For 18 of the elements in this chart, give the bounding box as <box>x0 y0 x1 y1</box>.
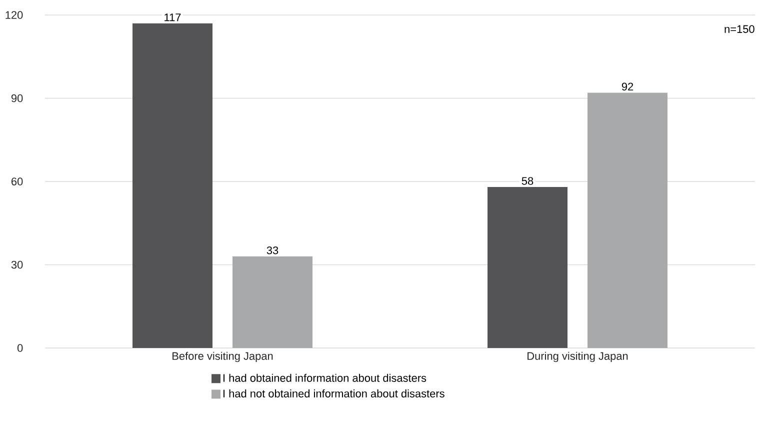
annotation: n=150 <box>724 25 754 33</box>
x-tick-label: Before visiting Japan <box>172 352 273 362</box>
data-label: 33 <box>266 246 278 254</box>
data-label: 92 <box>622 82 634 90</box>
legend-label: I had not obtained information about disasters <box>223 389 444 398</box>
bar <box>488 187 568 348</box>
x-tick-label: During visiting Japan <box>528 352 628 362</box>
bar <box>588 92 668 348</box>
bar <box>232 256 313 348</box>
legend-label: I had obtained information about disasters <box>223 374 426 382</box>
bar <box>132 23 213 348</box>
y-tick-label: 30 <box>11 260 23 269</box>
data-label: 117 <box>164 14 181 22</box>
y-tick-label: 120 <box>6 11 23 19</box>
y-tick-label: 60 <box>12 178 23 186</box>
data-label: 58 <box>522 177 534 185</box>
y-tick-label: 90 <box>11 94 23 102</box>
y-tick-label: 0 <box>17 344 23 352</box>
